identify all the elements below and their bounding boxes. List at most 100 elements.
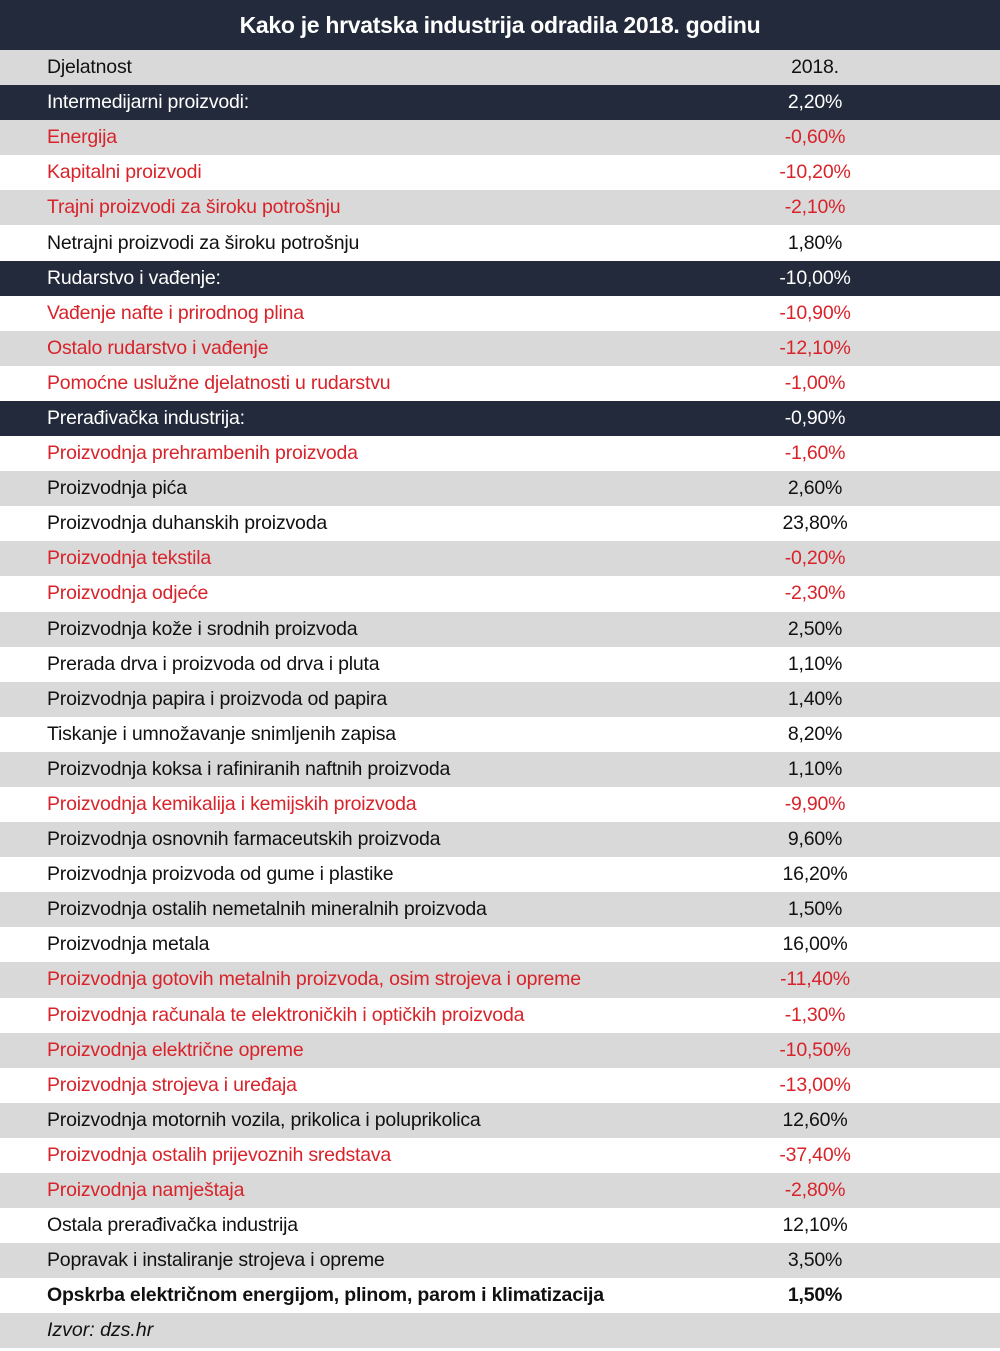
row-value: 1,80% bbox=[787, 231, 843, 254]
row-label: Proizvodnja računala te elektroničkih i … bbox=[47, 1003, 525, 1026]
table-row: Tiskanje i umnožavanje snimljenih zapisa… bbox=[0, 716, 1000, 752]
row-value: 1,10% bbox=[787, 757, 843, 780]
table-row: Proizvodnja strojeva i uređaja -13,00% bbox=[0, 1067, 1000, 1103]
row-value: 12,60% bbox=[782, 1108, 848, 1131]
row-label: Tiskanje i umnožavanje snimljenih zapisa bbox=[47, 722, 396, 745]
table-row: Proizvodnja ostalih nemetalnih mineralni… bbox=[0, 892, 1000, 928]
table-row: Netrajni proizvodi za široku potrošnju 1,… bbox=[0, 225, 1000, 261]
row-value: -1,30% bbox=[784, 1003, 846, 1026]
row-label: Vađenje nafte i prirodnog plina bbox=[47, 301, 304, 324]
row-label: Proizvodnja proizvoda od gume i plastike bbox=[47, 863, 394, 886]
row-label: Proizvodnja papira i proizvoda od papira bbox=[47, 687, 387, 710]
row-label: Proizvodnja pića bbox=[47, 477, 187, 500]
row-label: Proizvodnja prehrambenih proizvoda bbox=[47, 442, 358, 465]
row-value: 3,50% bbox=[787, 1249, 843, 1272]
row-value: -10,00% bbox=[779, 266, 851, 289]
row-label: Ostalo rudarstvo i vađenje bbox=[47, 336, 269, 359]
row-value: -0,20% bbox=[784, 547, 846, 570]
table-row: Proizvodnja gotovih metalnih proizvoda, … bbox=[0, 962, 1000, 998]
table-row: Proizvodnja namještaja -2,80% bbox=[0, 1173, 1000, 1209]
row-value: -2,80% bbox=[784, 1179, 846, 1202]
table-title: Kako je hrvatska industrija odradila 201… bbox=[0, 0, 1000, 50]
table-row: Ostala prerađivačka industrija 12,10% bbox=[0, 1208, 1000, 1244]
row-label: Proizvodnja metala bbox=[47, 933, 210, 956]
row-value: 16,20% bbox=[782, 863, 848, 886]
row-value: -0,60% bbox=[784, 126, 846, 149]
table-section-row: Rudarstvo i vađenje: -10,00% bbox=[0, 260, 1000, 296]
table-row: Kapitalni proizvodi -10,20% bbox=[0, 155, 1000, 191]
row-value: 2,50% bbox=[787, 617, 843, 640]
row-label: Ostala prerađivačka industrija bbox=[47, 1214, 298, 1237]
table-section-row: Prerađivačka industrija: -0,90% bbox=[0, 400, 1000, 437]
table-row: Proizvodnja odjeće -2,30% bbox=[0, 576, 1000, 612]
row-value: 2,20% bbox=[787, 91, 843, 114]
row-label: Proizvodnja ostalih nemetalnih mineralni… bbox=[47, 898, 487, 921]
row-label: Proizvodnja tekstila bbox=[47, 547, 211, 570]
row-value: 16,00% bbox=[782, 933, 848, 956]
row-label: Proizvodnja kemikalija i kemijskih proiz… bbox=[47, 793, 417, 816]
row-label: Opskrba električnom energijom, plinom, p… bbox=[47, 1284, 604, 1307]
row-value: 12,10% bbox=[782, 1214, 848, 1237]
row-value: 1,40% bbox=[787, 687, 843, 710]
row-label: Prerađivačka industrija: bbox=[47, 406, 245, 429]
row-label: Proizvodnja motornih vozila, prikolica i… bbox=[47, 1108, 481, 1131]
row-label: Pomoćne uslužne djelatnosti u rudarstvu bbox=[47, 371, 391, 394]
row-value: -10,20% bbox=[779, 161, 851, 184]
table-row: Pomoćne uslužne djelatnosti u rudarstvu -… bbox=[0, 365, 1000, 401]
table-row: Proizvodnja motornih vozila, prikolica i… bbox=[0, 1102, 1000, 1138]
source-note: Izvor: dzs.hr bbox=[0, 1313, 1000, 1349]
row-value: 1,50% bbox=[787, 898, 843, 921]
row-value: 2,60% bbox=[787, 477, 843, 500]
row-label: Proizvodnja ostalih prijevoznih sredstav… bbox=[47, 1143, 392, 1166]
table-row: Prerada drva i proizvoda od drva i pluta… bbox=[0, 646, 1000, 682]
row-value: -2,30% bbox=[784, 582, 846, 605]
table-row: Proizvodnja tekstila -0,20% bbox=[0, 541, 1000, 577]
row-label: Proizvodnja odjeće bbox=[47, 582, 209, 605]
row-value: -2,10% bbox=[784, 196, 846, 219]
row-value: -37,40% bbox=[779, 1143, 851, 1166]
row-label: Proizvodnja namještaja bbox=[47, 1179, 245, 1202]
column-header-activity: Djelatnost bbox=[47, 56, 132, 79]
table-row: Proizvodnja kože i srodnih proizvoda 2,50… bbox=[0, 611, 1000, 647]
table-row: Proizvodnja pića 2,60% bbox=[0, 471, 1000, 507]
table-row: Proizvodnja kemikalija i kemijskih proiz… bbox=[0, 786, 1000, 823]
row-label: Prerada drva i proizvoda od drva i pluta bbox=[47, 652, 380, 675]
row-value: -10,50% bbox=[779, 1038, 851, 1061]
table-row: Energija -0,60% bbox=[0, 120, 1000, 156]
table-row: Proizvodnja računala te elektroničkih i … bbox=[0, 997, 1000, 1033]
row-label: Netrajni proizvodi za široku potrošnju bbox=[47, 231, 360, 254]
row-value: -12,10% bbox=[779, 336, 851, 359]
table-row: Proizvodnja prehrambenih proizvoda -1,60% bbox=[0, 436, 1000, 472]
table-row: Proizvodnja papira i proizvoda od papira… bbox=[0, 681, 1000, 717]
row-label: Intermedijarni proizvodi: bbox=[47, 91, 250, 114]
row-value: -10,90% bbox=[779, 301, 851, 324]
row-label: Proizvodnja duhanskih proizvoda bbox=[47, 512, 327, 535]
row-value: 23,80% bbox=[782, 512, 848, 535]
table-row: Ostalo rudarstvo i vađenje -12,10% bbox=[0, 330, 1000, 366]
row-value: 1,10% bbox=[787, 652, 843, 675]
row-value: -11,40% bbox=[780, 968, 850, 991]
table-header-row: Djelatnost 2018. bbox=[0, 50, 1000, 86]
table-row: Proizvodnja ostalih prijevoznih sredstav… bbox=[0, 1137, 1000, 1173]
table-row: Proizvodnja električne opreme -10,50% bbox=[0, 1032, 1000, 1068]
row-value: -13,00% bbox=[779, 1073, 851, 1096]
row-value: 1,50% bbox=[787, 1284, 843, 1307]
table-row: Opskrba električnom energijom, plinom, p… bbox=[0, 1278, 1000, 1314]
row-label: Kapitalni proizvodi bbox=[47, 161, 202, 184]
row-label: Proizvodnja električne opreme bbox=[47, 1038, 304, 1061]
table-section-row: Intermedijarni proizvodi: 2,20% bbox=[0, 85, 1000, 121]
row-label: Proizvodnja osnovnih farmaceutskih proiz… bbox=[47, 828, 441, 851]
row-value: -1,00% bbox=[784, 371, 846, 394]
row-label: Proizvodnja gotovih metalnih proizvoda, … bbox=[47, 968, 581, 991]
row-label: Proizvodnja strojeva i uređaja bbox=[47, 1073, 297, 1096]
row-value: -9,90% bbox=[784, 793, 846, 816]
row-value: 8,20% bbox=[787, 722, 843, 745]
row-value: -0,90% bbox=[784, 406, 846, 429]
table-row: Proizvodnja duhanskih proizvoda 23,80% bbox=[0, 506, 1000, 542]
row-label: Energija bbox=[47, 126, 117, 149]
table-body: Intermedijarni proizvodi: 2,20% Energija -0… bbox=[0, 85, 1000, 1314]
table-row: Popravak i instaliranje strojeva i oprem… bbox=[0, 1243, 1000, 1279]
row-label: Proizvodnja koksa i rafiniranih naftnih … bbox=[47, 757, 451, 780]
table-row: Trajni proizvodi za široku potrošnju -2,1… bbox=[0, 190, 1000, 226]
